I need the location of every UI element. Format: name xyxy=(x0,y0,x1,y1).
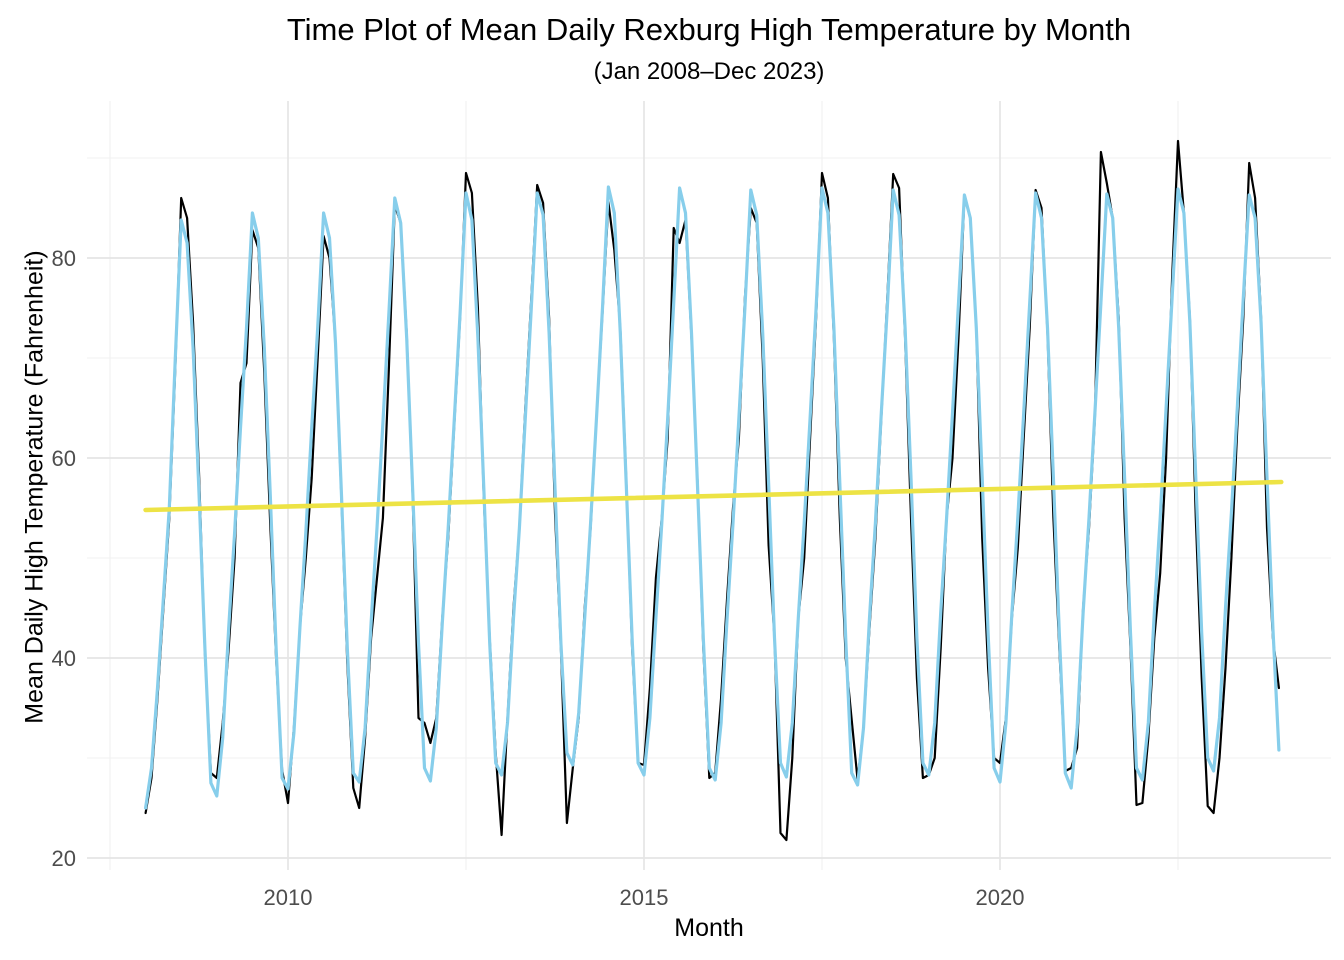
chart-subtitle: (Jan 2008–Dec 2023) xyxy=(593,58,825,85)
seasonal-fitted-line xyxy=(144,185,1281,810)
y-tick-label: 60 xyxy=(52,446,76,471)
x-axis-title: Month xyxy=(674,914,744,942)
y-tick-label: 40 xyxy=(52,646,76,671)
x-tick-label: 2020 xyxy=(976,885,1025,910)
x-tick-label: 2015 xyxy=(620,885,669,910)
observed-monthly-mean-high-line xyxy=(144,139,1281,842)
x-tick-label: 2010 xyxy=(264,885,313,910)
y-tick-label: 20 xyxy=(52,846,76,871)
chart-title: Time Plot of Mean Daily Rexburg High Tem… xyxy=(286,12,1132,47)
trend-line xyxy=(143,479,1284,513)
y-tick-label: 80 xyxy=(52,246,76,271)
